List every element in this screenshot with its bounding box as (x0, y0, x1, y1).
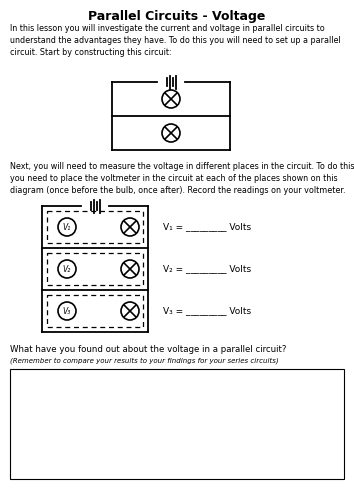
Text: (Remember to compare your results to your findings for your series circuits): (Remember to compare your results to you… (10, 357, 279, 364)
Text: What have you found out about the voltage in a parallel circuit?: What have you found out about the voltag… (10, 345, 286, 354)
Text: V₃: V₃ (63, 307, 71, 316)
Text: V₂ = _________ Volts: V₂ = _________ Volts (163, 264, 251, 274)
Text: Next, you will need to measure the voltage in different places in the circuit. T: Next, you will need to measure the volta… (10, 162, 354, 194)
Text: Parallel Circuits - Voltage: Parallel Circuits - Voltage (88, 10, 266, 23)
Text: V₁ = _________ Volts: V₁ = _________ Volts (163, 222, 251, 232)
Text: V₁: V₁ (63, 223, 71, 232)
Bar (47, 253, 143, 285)
Circle shape (58, 218, 76, 236)
Bar (47, 295, 143, 327)
Text: V₃ = _________ Volts: V₃ = _________ Volts (163, 306, 251, 316)
Text: V₂: V₂ (63, 265, 71, 274)
Bar (10, 369, 344, 479)
Bar (47, 211, 143, 243)
Circle shape (58, 302, 76, 320)
Circle shape (58, 260, 76, 278)
Text: In this lesson you will investigate the current and voltage in parallel circuits: In this lesson you will investigate the … (10, 24, 341, 56)
